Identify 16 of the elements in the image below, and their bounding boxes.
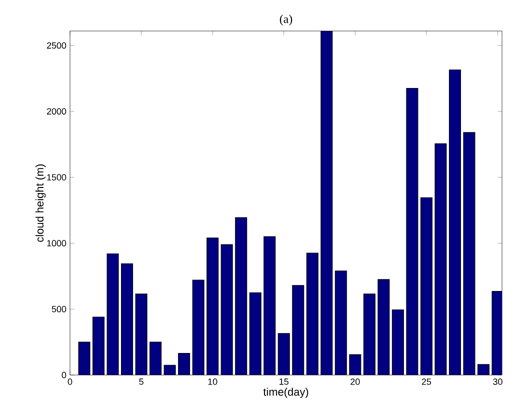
x-tick-label: 10: [208, 378, 218, 385]
chart-title: (a): [280, 14, 292, 26]
x-tick-label: 30: [493, 378, 502, 385]
y-tick-label: 2500: [46, 42, 66, 49]
y-tick-label: 0: [62, 372, 66, 378]
y-tick-label: 500: [52, 306, 66, 312]
x-tick-label: 15: [280, 378, 288, 385]
x-tick-label: 25: [422, 378, 432, 385]
x-tick-label: 20: [350, 378, 360, 385]
y-tick-label: 2000: [46, 108, 66, 115]
x-axis-title: time(day): [263, 388, 308, 398]
x-tick-label: 0: [68, 378, 72, 385]
y-tick-label: 1000: [47, 240, 66, 246]
x-tick-label: 5: [139, 378, 144, 385]
y-axis-title: cloud height (m): [35, 164, 46, 242]
y-tick-label: 1500: [47, 174, 66, 180]
